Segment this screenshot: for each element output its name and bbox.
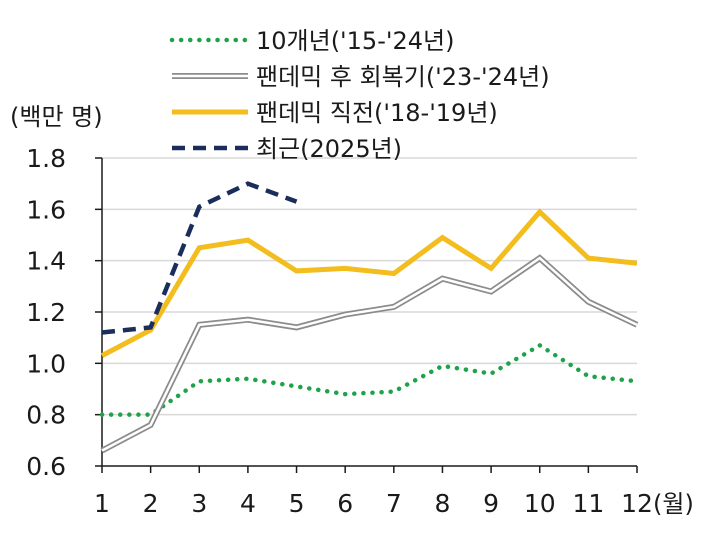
legend-label: 팬데믹 직전('18-'19년) <box>256 99 498 127</box>
series-line <box>101 181 298 335</box>
y-tick-label: 1.6 <box>26 195 66 224</box>
legend-label: 팬데믹 후 회복기('23-'24년) <box>256 63 550 91</box>
y-tick-label: 0.6 <box>26 452 66 481</box>
x-tick-label: 3 <box>191 489 207 518</box>
series-line <box>100 208 638 358</box>
legend-label: 최근(2025년) <box>256 135 402 163</box>
x-tick-label: 7 <box>386 489 402 518</box>
y-tick-labels: 0.6 0.8 1.0 1.2 1.4 1.6 1.8 <box>26 144 66 481</box>
x-tick-label: 12 <box>621 489 653 518</box>
gridlines <box>102 157 637 416</box>
x-tick-label: 8 <box>435 489 451 518</box>
x-tick-label: 11 <box>572 489 604 518</box>
series-lines <box>99 181 640 454</box>
axes <box>95 157 638 473</box>
y-tick-label: 1.0 <box>26 349 66 378</box>
x-axis-unit: (월) <box>653 490 694 518</box>
x-tick-label: 6 <box>337 489 353 518</box>
x-tick-label: 4 <box>240 489 256 518</box>
x-tick-label: 9 <box>483 489 499 518</box>
y-tick-label: 1.4 <box>26 247 66 276</box>
x-tick-label: 10 <box>524 489 556 518</box>
x-tick-labels: 1 2 3 4 5 6 7 8 9 10 11 12 (월) <box>94 489 694 518</box>
series-line-inner <box>101 256 638 452</box>
legend: 10개년('15-'24년) 팬데믹 후 회복기('23-'24년) 팬데믹 직전(… <box>169 27 550 163</box>
series-line <box>99 342 640 417</box>
y-tick-label: 1.8 <box>26 144 66 173</box>
y-tick-label: 0.8 <box>26 401 66 430</box>
x-tick-label: 5 <box>289 489 305 518</box>
x-tick-label: 2 <box>143 489 159 518</box>
legend-label: 10개년('15-'24년) <box>256 27 454 55</box>
x-tick-label: 1 <box>94 489 110 518</box>
y-axis-label: (백만 명) <box>10 103 103 131</box>
y-tick-label: 1.2 <box>26 298 66 327</box>
